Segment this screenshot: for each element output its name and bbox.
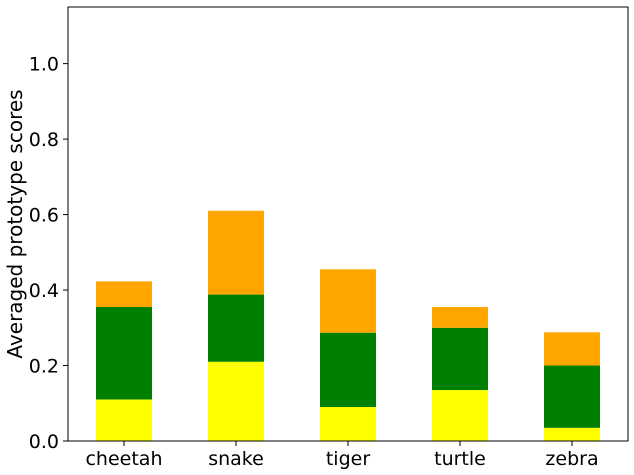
bar-segment-zebra-0 [544,427,600,441]
plot-area [96,210,600,441]
bar-segment-zebra-1 [544,365,600,428]
x-tick-label-snake: snake [208,448,264,470]
bar-segment-zebra-2 [544,332,600,366]
y-tick-label: 0.2 [29,356,59,378]
y-tick-label: 0.4 [29,280,59,302]
x-tick-label-cheetah: cheetah [85,448,162,470]
x-tick-label-turtle: turtle [434,448,486,470]
bar-segment-tiger-0 [320,407,376,441]
bar-segment-tiger-1 [320,332,376,408]
bar-segment-cheetah-1 [96,307,152,400]
x-tick-label-tiger: tiger [326,448,370,470]
bar-segment-snake-2 [208,210,264,295]
bar-segment-turtle-0 [432,390,488,441]
y-tick-label: 0.0 [29,431,59,453]
bar-segment-turtle-2 [432,307,488,328]
bar-segment-snake-0 [208,361,264,441]
y-tick-label: 0.8 [29,129,59,151]
y-tick-label: 0.6 [29,205,59,227]
plot-frame [67,6,629,442]
y-axis-label: Averaged prototype scores [3,89,27,358]
bar-segment-snake-1 [208,294,264,362]
bar-segment-tiger-2 [320,269,376,333]
x-axis: cheetah snake tiger turtle zebra [85,441,599,470]
x-tick-label-zebra: zebra [545,448,598,470]
y-tick-label: 1.0 [29,54,59,76]
bar-segment-cheetah-0 [96,399,152,441]
y-axis: 0.0 0.2 0.4 0.6 0.8 1.0 [29,54,68,453]
bar-segment-turtle-1 [432,327,488,391]
bar-segment-cheetah-2 [96,281,152,308]
